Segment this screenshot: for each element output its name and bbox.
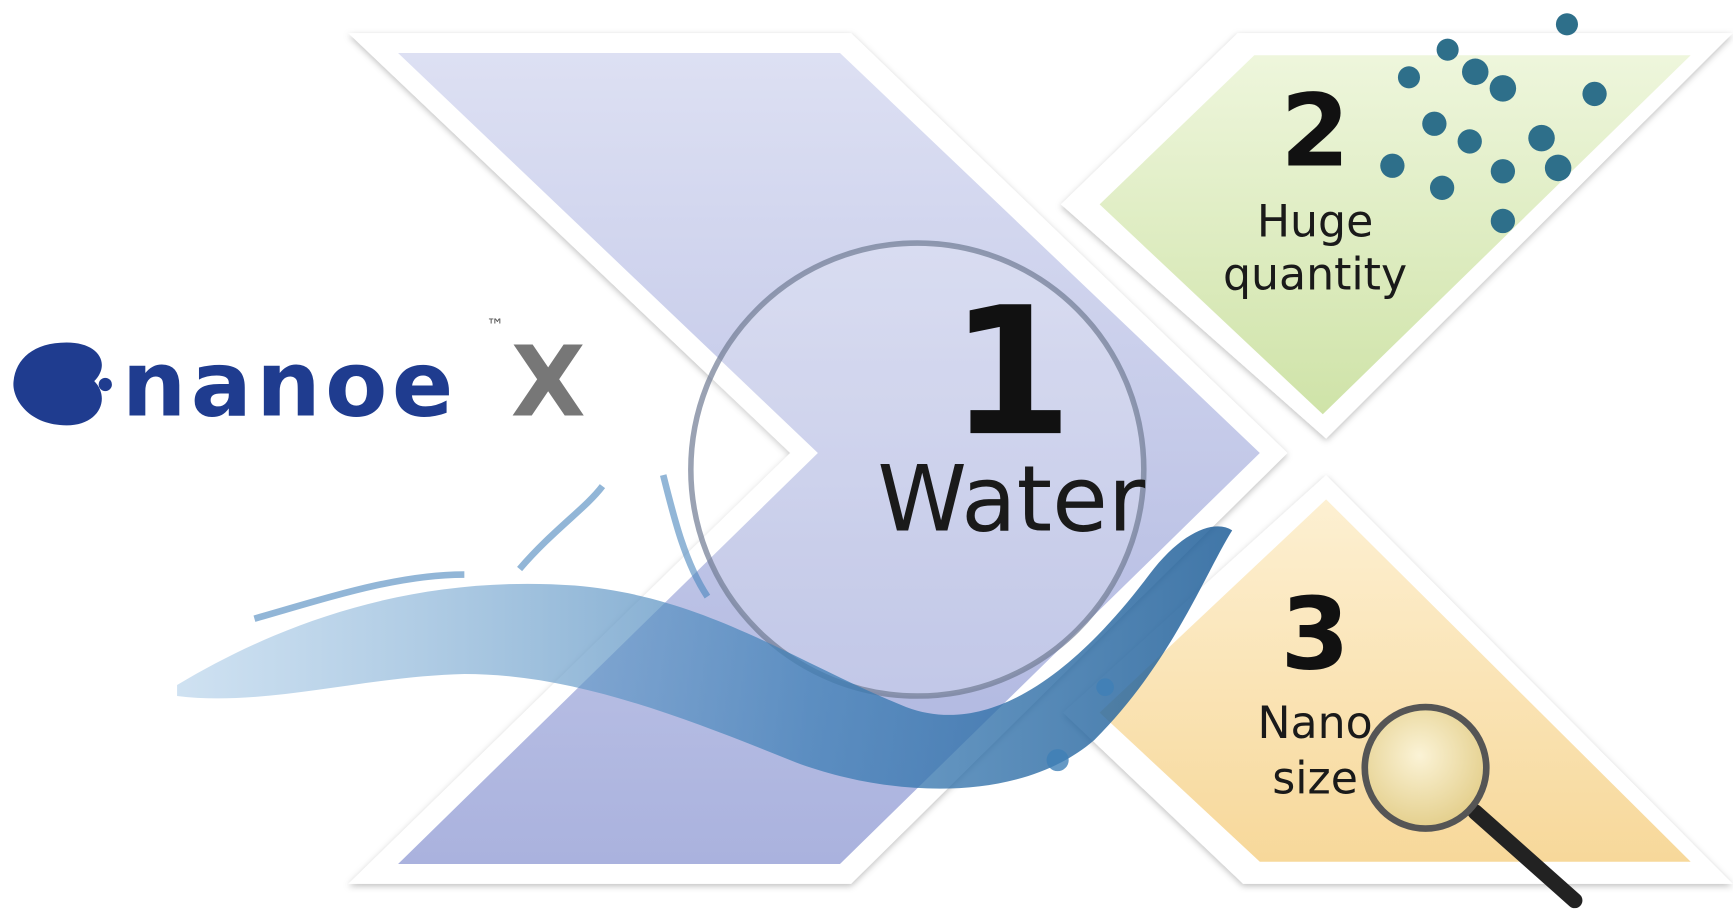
logo: nanoe X ™ — [13, 316, 585, 438]
item-label: size — [1272, 753, 1358, 804]
water-drop — [1047, 749, 1069, 771]
logo-mark: X — [511, 325, 586, 438]
item-number: 2 — [1280, 75, 1349, 190]
logo-text: nanoe — [122, 332, 458, 437]
logo-drop — [13, 342, 101, 425]
page: nanoe X ™ 1 Water 2 Huge quantity 3 Nano… — [0, 0, 1733, 917]
item-label: quantity — [1223, 249, 1407, 300]
item-number: 1 — [950, 269, 1073, 475]
item-label: Huge — [1257, 196, 1373, 247]
logo-trademark: ™ — [486, 316, 504, 336]
magnifier-lens — [1365, 707, 1487, 829]
item-number: 3 — [1280, 577, 1349, 692]
water-drop — [1096, 678, 1114, 696]
infographic: nanoe X ™ 1 Water 2 Huge quantity 3 Nano… — [0, 0, 1733, 917]
item-label: Nano — [1257, 698, 1372, 749]
logo-dot — [99, 378, 112, 391]
item-label: Water — [877, 447, 1146, 552]
